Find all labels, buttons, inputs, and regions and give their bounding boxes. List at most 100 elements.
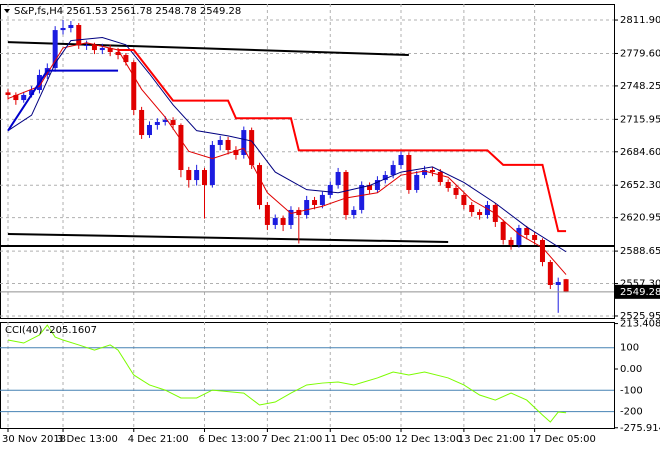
last-price-box <box>615 284 660 299</box>
y-tick-label: 2715.95 <box>620 114 660 125</box>
candle-body <box>516 227 522 245</box>
last-price-label: 2549.28 <box>620 287 660 298</box>
level-label: 100 <box>620 343 639 354</box>
plot-layer: 2811.90 2779.60 2748.25 2715.95 2684.60 2652.… <box>0 4 660 445</box>
candle-body <box>186 170 192 181</box>
x-tick-label: 6 Dec 13:00 <box>199 434 260 445</box>
price-panel-frame <box>0 4 615 319</box>
overlay-line <box>7 41 409 57</box>
overlay-line <box>118 48 567 233</box>
y2-tick-label: -275.914 <box>620 423 660 434</box>
x-tick-label: 7 Dec 21:00 <box>261 434 322 445</box>
candle-body <box>280 218 286 225</box>
candle-body <box>202 170 207 186</box>
candle-body <box>178 124 184 171</box>
overlay-line <box>7 42 567 275</box>
y-tick-label: 2779.60 <box>620 48 660 59</box>
overlay-line <box>7 69 119 132</box>
candle-body <box>249 130 255 166</box>
candle-body <box>162 120 168 122</box>
candle-body <box>390 165 396 175</box>
candle-body <box>217 139 223 145</box>
y-tick-label: 2684.60 <box>620 147 660 158</box>
candle-body <box>29 90 35 95</box>
candle-body <box>68 25 74 29</box>
overlay-line <box>7 37 567 253</box>
candle-body <box>429 170 435 172</box>
candle-body <box>194 170 200 181</box>
candle-body <box>52 30 58 69</box>
candle-body <box>359 185 365 210</box>
candle-body <box>343 171 349 216</box>
indicator-label: CCI(40) -205.1607 <box>5 325 97 336</box>
y2-tick-label: 213.4087 <box>620 319 660 330</box>
candle-body <box>335 171 341 186</box>
y-tick-label: 2620.95 <box>620 213 660 224</box>
candle-body <box>406 154 412 190</box>
candle-body <box>351 209 357 216</box>
candle-body <box>21 94 27 101</box>
candle-body <box>414 174 420 190</box>
candle-body <box>115 52 121 56</box>
candle-body <box>524 227 530 235</box>
candle-body <box>445 182 451 189</box>
candle-body <box>107 47 113 53</box>
x-tick-label: 3 Dec 13:00 <box>57 434 118 445</box>
y-tick-label: 2525.95 <box>620 311 660 322</box>
overlay-line <box>7 324 567 423</box>
candle-body <box>139 109 145 136</box>
candle-body <box>13 94 19 101</box>
candle-body <box>154 121 160 125</box>
candle-body <box>500 221 506 240</box>
level-label: -100 <box>620 385 643 396</box>
candle-body <box>398 154 404 166</box>
candle-body <box>437 171 443 183</box>
candle-body <box>264 204 270 225</box>
candle-body <box>123 55 129 63</box>
overlay-line <box>7 232 449 244</box>
x-tick-label: 11 Dec 05:00 <box>324 434 391 445</box>
candle-body <box>312 200 318 205</box>
candle-body <box>469 204 475 213</box>
candle-body <box>304 200 310 216</box>
candle-body <box>257 165 263 205</box>
y-tick-label: 2557.30 <box>620 279 660 290</box>
candle-body <box>374 180 380 190</box>
x-tick-label: 4 Dec 21:00 <box>128 434 189 445</box>
candle-body <box>225 139 231 151</box>
candle-body <box>209 144 215 186</box>
candle-body <box>539 239 545 263</box>
candle-body <box>91 44 97 51</box>
candle-body <box>146 124 152 136</box>
candle-body <box>99 47 105 51</box>
candle-body <box>508 239 514 245</box>
y-tick-label: 2652.30 <box>620 180 660 191</box>
candle-body <box>484 204 490 216</box>
cci-panel-frame <box>0 322 615 429</box>
candle-body <box>241 130 247 155</box>
y2-tick-label: 0.00 <box>620 364 642 375</box>
candle-body <box>453 188 459 195</box>
x-tick-label: 30 Nov 2018 <box>2 434 66 445</box>
candle-body <box>5 92 11 95</box>
candle-body <box>477 212 483 216</box>
chart-title: S&P,fs,H4 2561.53 2561.78 2548.78 2549.2… <box>14 6 241 17</box>
y-tick-label: 2588.65 <box>620 246 660 257</box>
candle-body <box>233 150 239 155</box>
candle-body <box>555 281 561 285</box>
candle-body <box>170 120 176 125</box>
x-tick-label: 13 Dec 21:00 <box>458 434 525 445</box>
menu-arrow <box>4 9 10 13</box>
candle-body <box>84 44 90 46</box>
candle-body <box>422 170 428 175</box>
candle-body <box>563 279 569 292</box>
y-tick-label: 2748.25 <box>620 81 660 92</box>
y-tick-label: 2811.90 <box>620 15 660 26</box>
candle-body <box>382 174 388 181</box>
candle-body <box>319 194 325 205</box>
candle-body <box>461 194 467 205</box>
candle-body <box>547 262 553 285</box>
x-tick-label: 17 Dec 05:00 <box>529 434 596 445</box>
